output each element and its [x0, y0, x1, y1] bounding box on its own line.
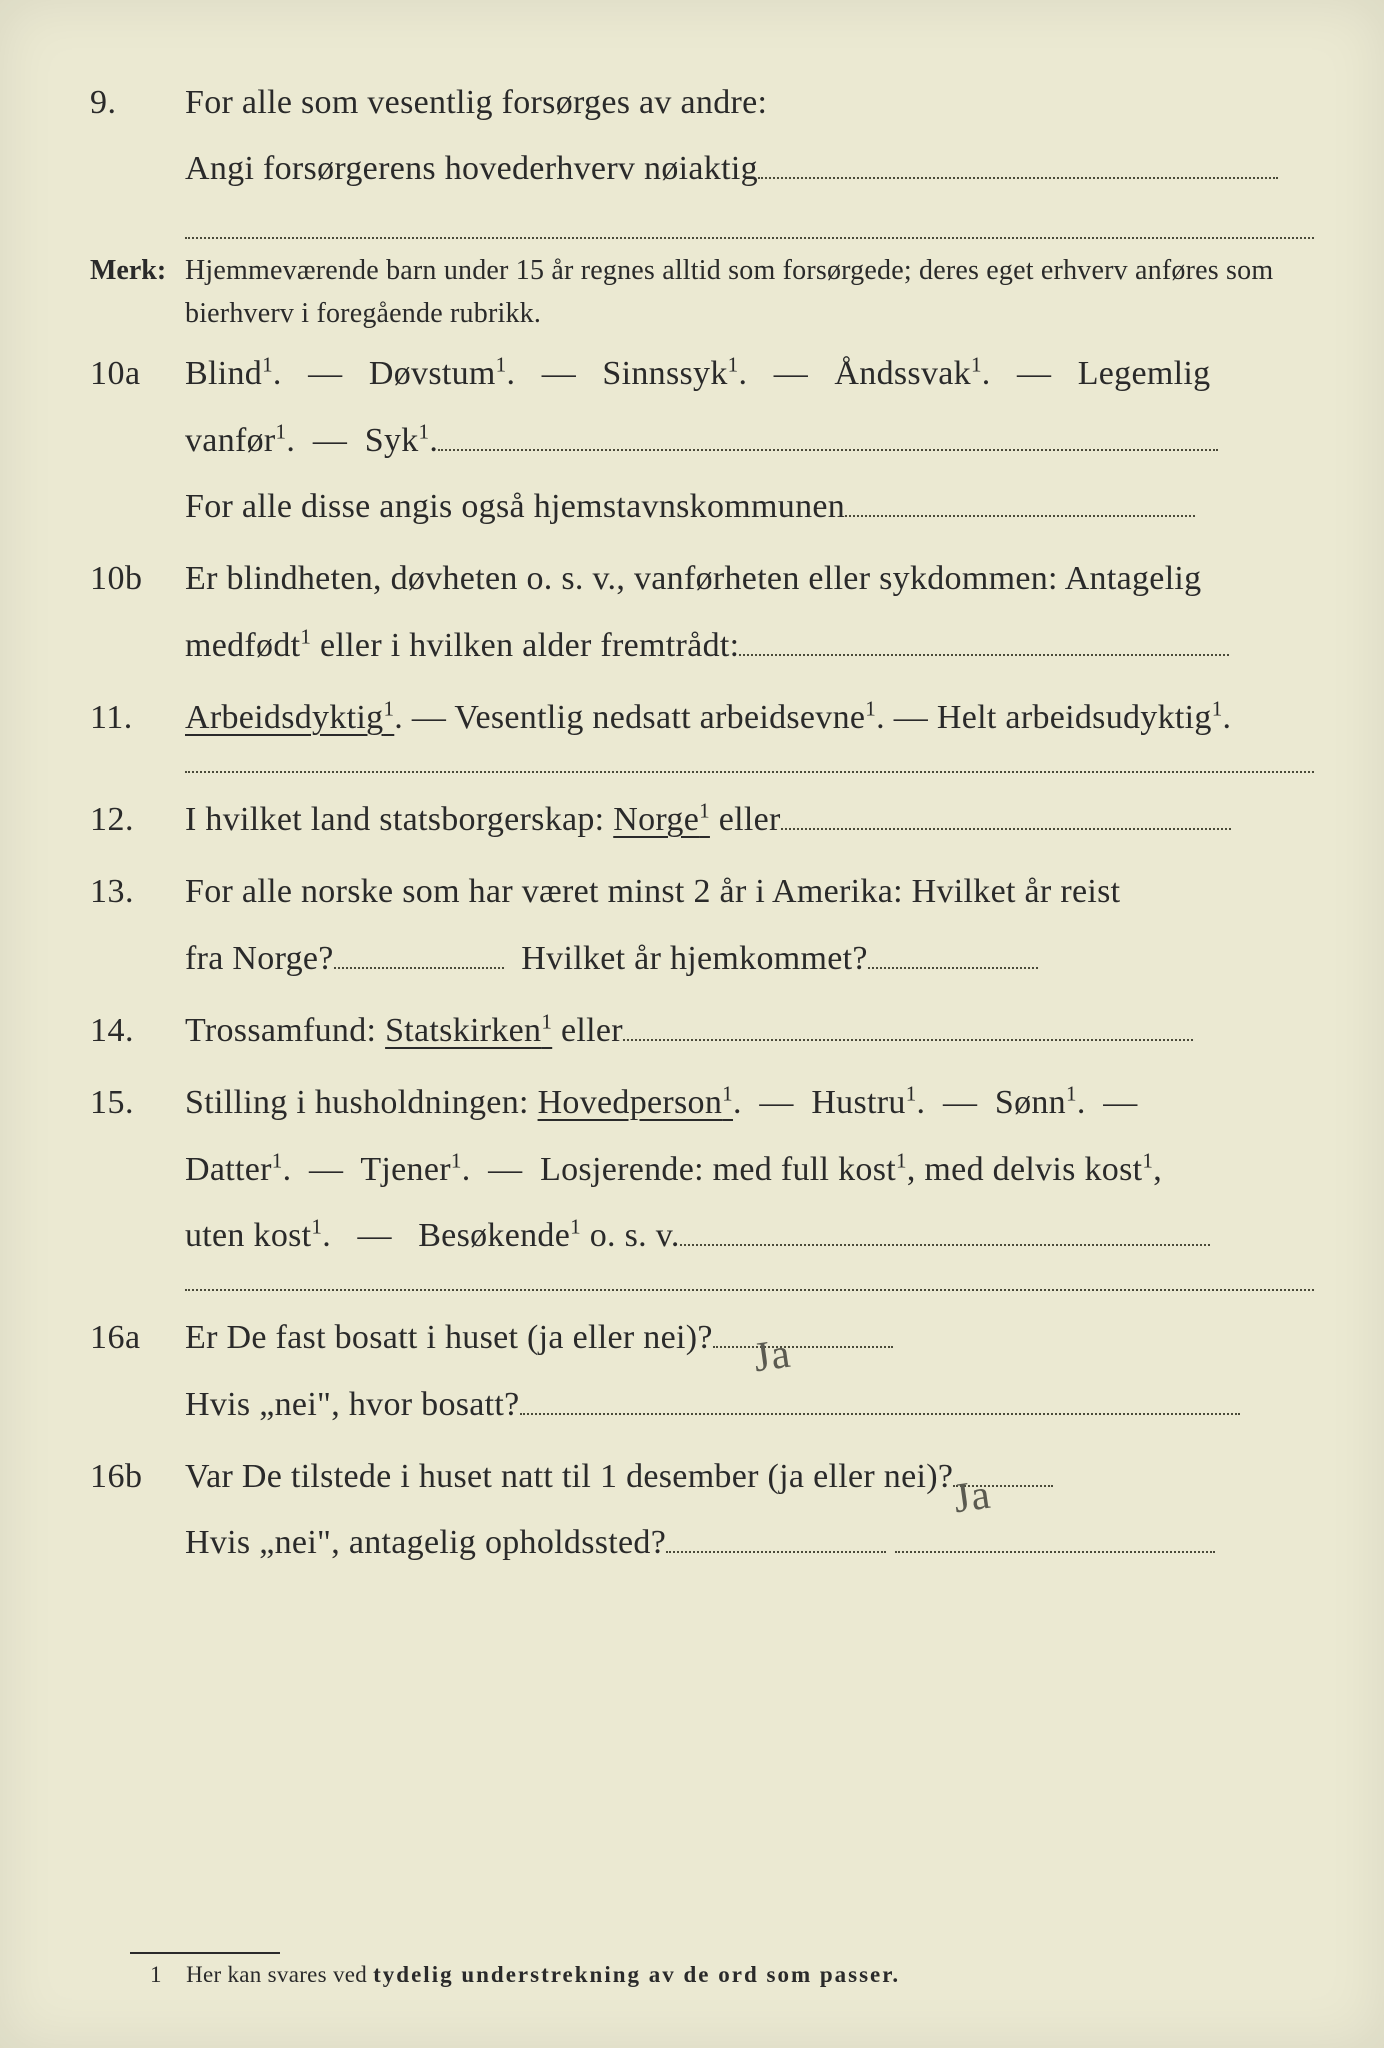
q9-line2-pre: Angi forsørgerens hovederhverv nøiaktig: [185, 150, 758, 187]
q16a-q2: Hvis „nei", hvor bosatt?: [185, 1386, 520, 1423]
divider-1: [185, 771, 1314, 773]
q14-opt-underlined: Statskirken1: [385, 1012, 552, 1049]
merk-label: Merk:: [90, 255, 185, 287]
q15-datter: Datter1.: [185, 1151, 291, 1188]
q9-line1: For alle som vesentlig forsørges av andr…: [185, 84, 767, 121]
question-16b: 16b Var De tilstede i huset natt til 1 d…: [90, 1444, 1314, 1577]
q10b-text-b: medfødt1: [185, 627, 311, 664]
q10a-opt-andssvak: Åndssvak1.: [834, 355, 990, 392]
q9-number: 9.: [90, 84, 185, 122]
q13-line2a: fra Norge?: [185, 940, 334, 977]
q15-besokende: Besøkende1: [418, 1217, 581, 1254]
q15-tjener: Tjener1.: [360, 1151, 470, 1188]
q16b-fill-2a: [666, 1551, 886, 1553]
q10b-text-a: Er blindheten, døvheten o. s. v., vanfør…: [185, 560, 1201, 597]
q10a-opt-blind: Blind1.: [185, 355, 282, 392]
q16b-body: Var De tilstede i huset natt til 1 desem…: [185, 1444, 1314, 1577]
question-10a: 10a Blind1. — Døvstum1. — Sinnssyk1. — Å…: [90, 341, 1314, 540]
q13-line1: For alle norske som har været minst 2 år…: [185, 873, 1120, 910]
q13-body: For alle norske som har været minst 2 år…: [185, 859, 1314, 992]
q12-opt-underlined: Norge1: [613, 801, 710, 838]
q9-body: For alle som vesentlig forsørges av andr…: [185, 70, 1314, 239]
q13-number: 13.: [90, 873, 185, 911]
q10a-number: 10a: [90, 355, 185, 393]
q16a-fill-2: [520, 1413, 1240, 1415]
question-14: 14. Trossamfund: Statskirken1 eller: [90, 998, 1314, 1064]
q9-fill-line-2: [185, 237, 1314, 239]
question-11: 11. Arbeidsdyktig1. — Vesentlig nedsatt …: [90, 685, 1314, 751]
q10b-fill-line: [739, 654, 1229, 656]
q16b-fill-1: Ja: [953, 1485, 1053, 1487]
q10a-opt-dovstum: Døvstum1.: [369, 355, 515, 392]
note-merk: Merk: Hjemmeværende barn under 15 år reg…: [90, 249, 1314, 336]
question-13: 13. For alle norske som har været minst …: [90, 859, 1314, 992]
q15-sonn: Sønn1.: [995, 1084, 1086, 1121]
q12-body: I hvilket land statsborgerskap: Norge1 e…: [185, 787, 1314, 853]
q10b-body: Er blindheten, døvheten o. s. v., vanfør…: [185, 546, 1314, 679]
q10a-line2: For alle disse angis også hjemstavnskomm…: [185, 488, 845, 525]
question-15: 15. Stilling i husholdningen: Hovedperso…: [90, 1070, 1314, 1269]
footnote-text-b: tydelig understrekning av de ord som pas…: [373, 1962, 900, 1987]
footnote-rule: [130, 1952, 280, 1954]
q11-opt2: Vesentlig nedsatt arbeidsevne1.: [454, 699, 885, 736]
q16a-handwritten-answer: Ja: [748, 1314, 796, 1400]
q15-losj2: , med delvis kost1,: [907, 1151, 1162, 1188]
q11-opt3: Helt arbeidsudyktig1.: [937, 699, 1231, 736]
q13-fill-2: [868, 967, 1038, 969]
q16a-body: Er De fast bosatt i huset (ja eller nei)…: [185, 1305, 1314, 1438]
census-form-page: 9. For alle som vesentlig forsørges av a…: [0, 0, 1384, 2048]
footnote-1: 1 Her kan svares ved tydelig understrekn…: [150, 1962, 1299, 1988]
question-12: 12. I hvilket land statsborgerskap: Norg…: [90, 787, 1314, 853]
q16a-q1: Er De fast bosatt i huset (ja eller nei)…: [185, 1319, 713, 1356]
q16b-handwritten-answer: Ja: [949, 1455, 997, 1541]
q12-number: 12.: [90, 801, 185, 839]
q16b-number: 16b: [90, 1458, 185, 1496]
q15-body: Stilling i husholdningen: Hovedperson1. …: [185, 1070, 1314, 1269]
q16a-number: 16a: [90, 1319, 185, 1357]
question-16a: 16a Er De fast bosatt i huset (ja eller …: [90, 1305, 1314, 1438]
q14-number: 14.: [90, 1012, 185, 1050]
q10a-body: Blind1. — Døvstum1. — Sinnssyk1. — Åndss…: [185, 341, 1314, 540]
q10a-fill-line: [438, 449, 1218, 451]
q15-number: 15.: [90, 1084, 185, 1122]
q16b-fill-2b: [895, 1551, 1215, 1553]
q10a-opt-sinnssyk: Sinnssyk1.: [602, 355, 747, 392]
q13-fill-1: [334, 967, 504, 969]
q15-utenkost: uten kost1.: [185, 1217, 331, 1254]
merk-text: Hjemmeværende barn under 15 år regnes al…: [185, 249, 1314, 336]
q10a-fill-line-2: [845, 515, 1195, 517]
q16a-fill-1: Ja: [713, 1346, 893, 1348]
q11-opt1-underlined: Arbeidsdyktig1: [185, 699, 394, 736]
footnote-area: 1 Her kan svares ved tydelig understrekn…: [90, 1922, 1299, 1988]
footnote-num: 1: [150, 1962, 180, 1988]
q12-fill-line: [781, 828, 1231, 830]
q15-losjerende: Losjerende: med full kost1: [540, 1151, 907, 1188]
q14-body: Trossamfund: Statskirken1 eller: [185, 998, 1314, 1064]
question-9: 9. For alle som vesentlig forsørges av a…: [90, 70, 1314, 239]
q10b-number: 10b: [90, 560, 185, 598]
q14-fill-line: [623, 1039, 1193, 1041]
q15-main-underlined: Hovedperson1: [538, 1084, 733, 1121]
q10a-opt-syk: Syk1.: [365, 422, 438, 459]
q15-fill-line: [680, 1244, 1210, 1246]
q11-number: 11.: [90, 699, 185, 737]
q16b-q2: Hvis „nei", antagelig opholdssted?: [185, 1524, 666, 1561]
q15-hustru: Hustru1.: [811, 1084, 925, 1121]
q11-body: Arbeidsdyktig1. — Vesentlig nedsatt arbe…: [185, 685, 1314, 751]
q9-fill-line-1: [758, 177, 1278, 179]
q10b-text-c: eller i hvilken alder fremtrådt:: [311, 627, 739, 664]
divider-2: [185, 1289, 1314, 1291]
q13-line2b: Hvilket år hjemkommet?: [521, 940, 868, 977]
q16b-q1: Var De tilstede i huset natt til 1 desem…: [185, 1458, 953, 1495]
footnote-text-a: Her kan svares ved: [186, 1962, 373, 1987]
question-10b: 10b Er blindheten, døvheten o. s. v., va…: [90, 546, 1314, 679]
